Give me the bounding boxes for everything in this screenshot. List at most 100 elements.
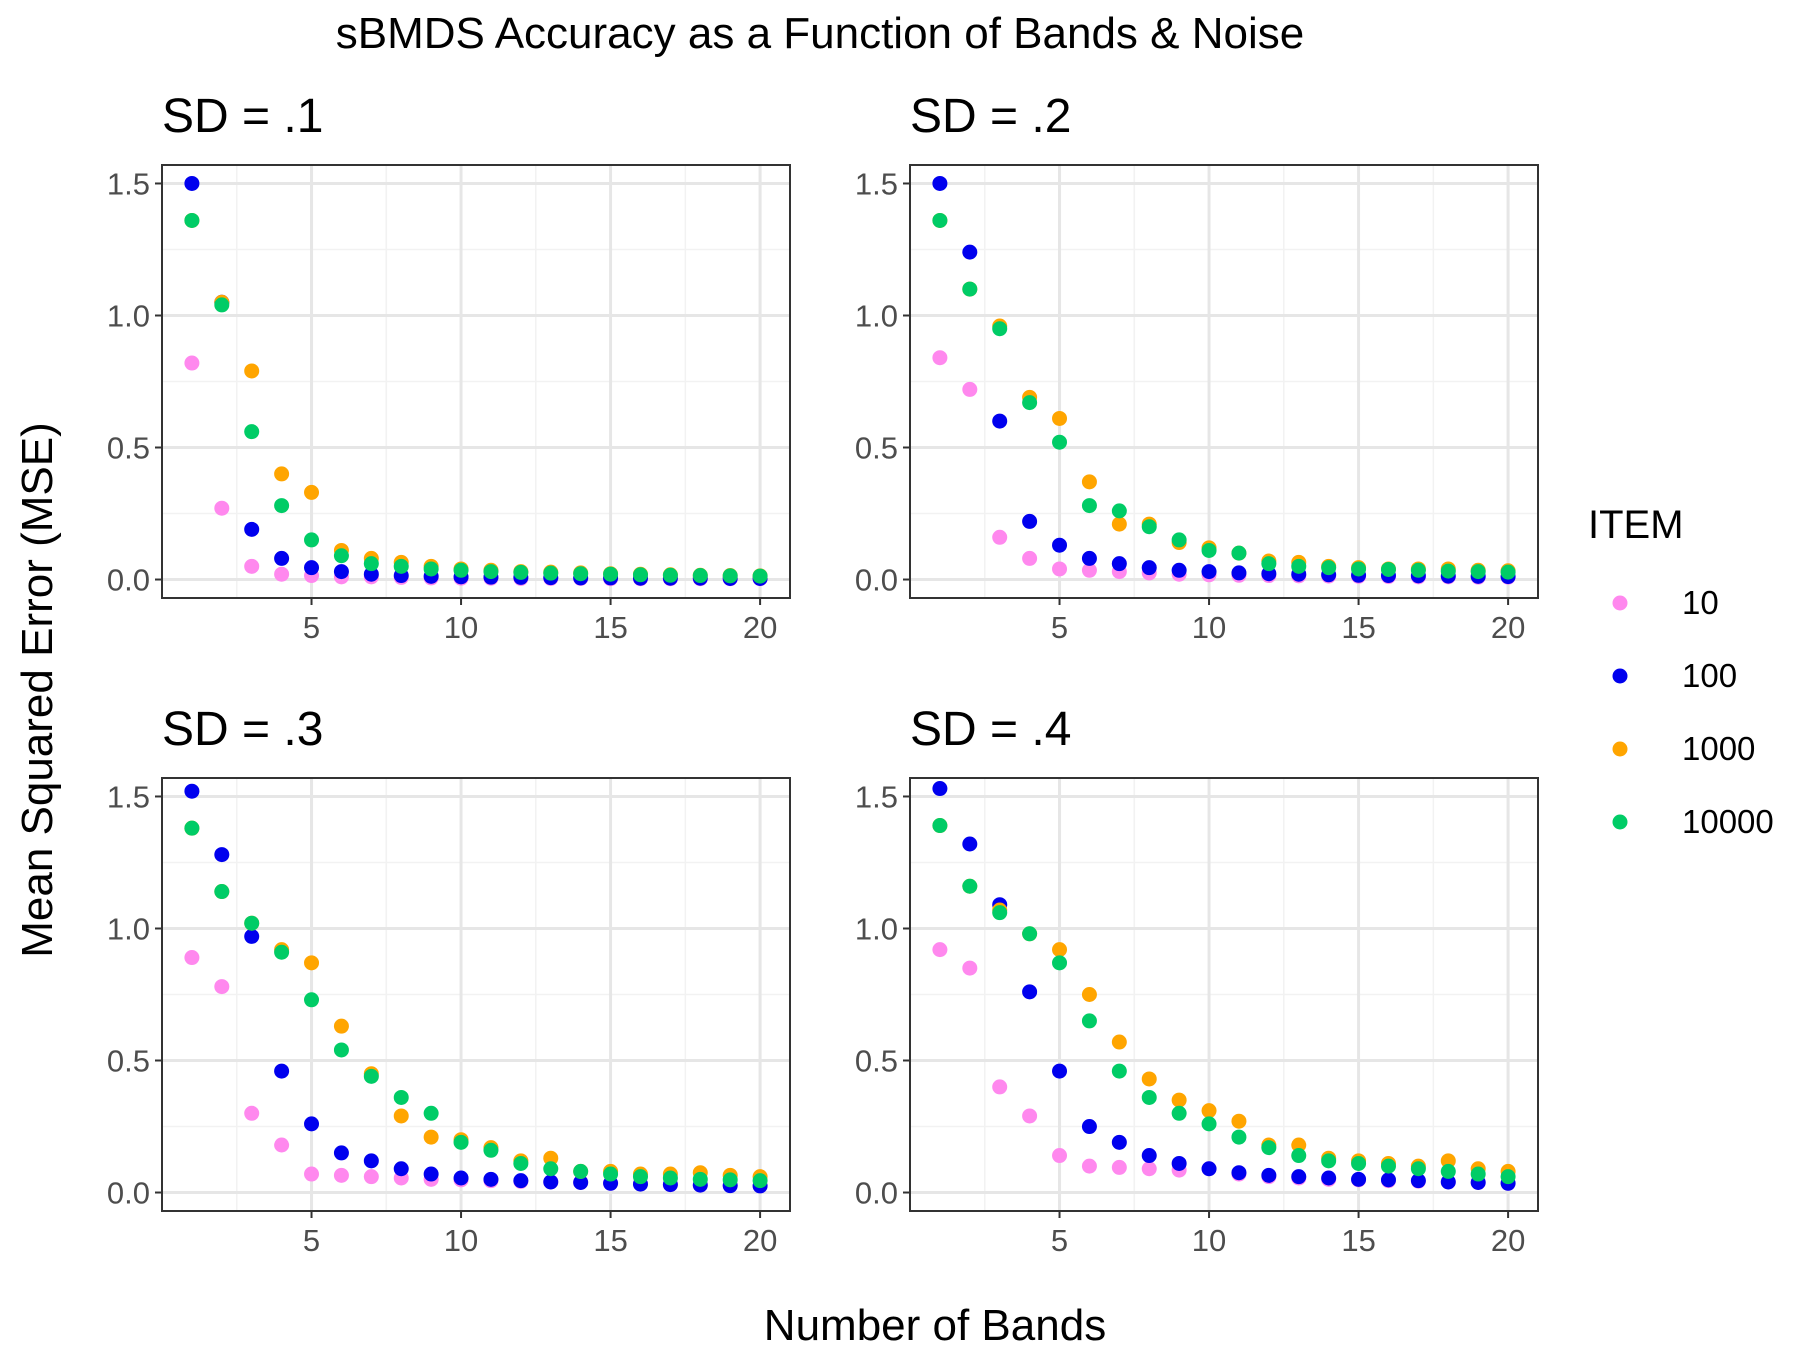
data-point	[932, 175, 948, 191]
x-tick-label: 10	[1192, 610, 1226, 645]
data-point	[1052, 1063, 1068, 1079]
y-tick-label: 0.0	[855, 1176, 898, 1211]
data-point	[1470, 1166, 1486, 1182]
x-tick-label: 5	[1051, 610, 1068, 645]
y-tick-label: 1.0	[855, 911, 898, 946]
data-point	[1052, 955, 1068, 971]
data-point	[333, 548, 349, 564]
data-point	[1291, 558, 1307, 574]
data-point	[393, 1089, 409, 1105]
data-point	[423, 561, 439, 577]
data-point	[1052, 434, 1068, 450]
data-point	[1111, 503, 1127, 519]
data-point	[393, 1161, 409, 1177]
data-point	[1321, 1170, 1337, 1186]
data-point	[304, 532, 320, 548]
y-tick-label: 1.0	[107, 911, 150, 946]
data-point	[962, 281, 978, 297]
legend-key	[1612, 668, 1628, 684]
data-point	[333, 1167, 349, 1183]
x-tick-label: 20	[1491, 610, 1525, 645]
data-point	[1081, 987, 1097, 1002]
legend-label: 10000	[1682, 803, 1774, 840]
data-point	[1022, 926, 1038, 942]
data-point	[333, 1145, 349, 1161]
panel-3: 5 10 15 20 0.0 0.5 1.0 1.5 SD = .3	[107, 703, 791, 1258]
data-point	[1171, 532, 1187, 548]
data-point	[244, 521, 260, 537]
x-tick-label: 15	[593, 1223, 627, 1258]
data-point	[304, 1116, 320, 1132]
data-point	[184, 950, 200, 966]
data-point	[1081, 474, 1097, 490]
data-point	[1351, 1155, 1367, 1171]
data-point	[1141, 1148, 1157, 1164]
series-10000	[932, 818, 1516, 1185]
x-tick-label: 15	[1341, 610, 1375, 645]
panel-title: SD = .4	[910, 703, 1071, 756]
data-point	[1201, 564, 1217, 580]
data-point	[1081, 1158, 1097, 1174]
data-point	[1380, 1158, 1396, 1174]
panel-2: 5 10 15 20 0.0 0.5 1.0 1.5 SD = .2	[855, 90, 1539, 645]
data-point	[304, 992, 320, 1008]
data-point	[1201, 1116, 1217, 1132]
data-point	[1022, 1108, 1038, 1124]
legend-title: ITEM	[1588, 503, 1684, 547]
legend-key	[1612, 595, 1628, 611]
data-point	[1052, 561, 1068, 577]
data-point	[1081, 498, 1097, 514]
x-tick-label: 20	[743, 1223, 777, 1258]
data-point	[1351, 561, 1367, 577]
y-tick-label: 0.5	[107, 431, 150, 466]
data-point	[244, 915, 260, 931]
data-point	[662, 567, 678, 583]
data-point	[393, 558, 409, 574]
data-point	[1440, 563, 1456, 579]
data-point	[932, 781, 948, 797]
data-point	[214, 297, 230, 313]
data-point	[274, 566, 290, 582]
data-point	[274, 498, 290, 514]
panel-border	[909, 777, 1539, 1212]
data-point	[333, 1042, 349, 1058]
data-point	[543, 1161, 559, 1177]
data-point	[1291, 1169, 1307, 1185]
data-point	[1231, 1129, 1247, 1145]
data-point	[333, 1018, 349, 1034]
data-point	[573, 1174, 589, 1190]
data-point	[1440, 1174, 1456, 1190]
data-point	[962, 878, 978, 894]
data-point	[543, 1174, 559, 1190]
data-point	[1201, 542, 1217, 558]
data-point	[214, 884, 230, 900]
data-point	[1351, 1171, 1367, 1187]
data-point	[244, 363, 260, 379]
x-tick-label: 5	[1051, 1223, 1068, 1258]
data-point	[1081, 550, 1097, 566]
legend-entry-1000: 1000	[1612, 730, 1755, 767]
legend-entry-100: 100	[1612, 657, 1737, 694]
data-point	[274, 1137, 290, 1153]
y-tick-label: 0.0	[855, 563, 898, 598]
data-point	[992, 321, 1008, 337]
panel-border	[161, 777, 791, 1212]
y-tick-label: 0.5	[107, 1044, 150, 1079]
data-point	[1171, 562, 1187, 578]
data-point	[1261, 1167, 1277, 1183]
data-point	[1111, 1134, 1127, 1150]
data-point	[184, 175, 200, 191]
data-point	[214, 500, 230, 516]
panel-border	[161, 164, 791, 599]
panel-1: 5 10 15 20 0.0 0.5 1.0 1.5 SD = .1	[107, 90, 791, 645]
legend-key	[1612, 814, 1628, 830]
data-point	[632, 1169, 648, 1185]
data-point	[1291, 1148, 1307, 1164]
y-tick-label: 1.5	[107, 166, 150, 201]
data-point	[992, 1079, 1008, 1095]
y-tick-label: 1.5	[107, 779, 150, 814]
data-point	[453, 1134, 469, 1150]
data-point	[363, 1068, 379, 1084]
data-point	[1470, 564, 1486, 580]
data-point	[1321, 1153, 1337, 1169]
